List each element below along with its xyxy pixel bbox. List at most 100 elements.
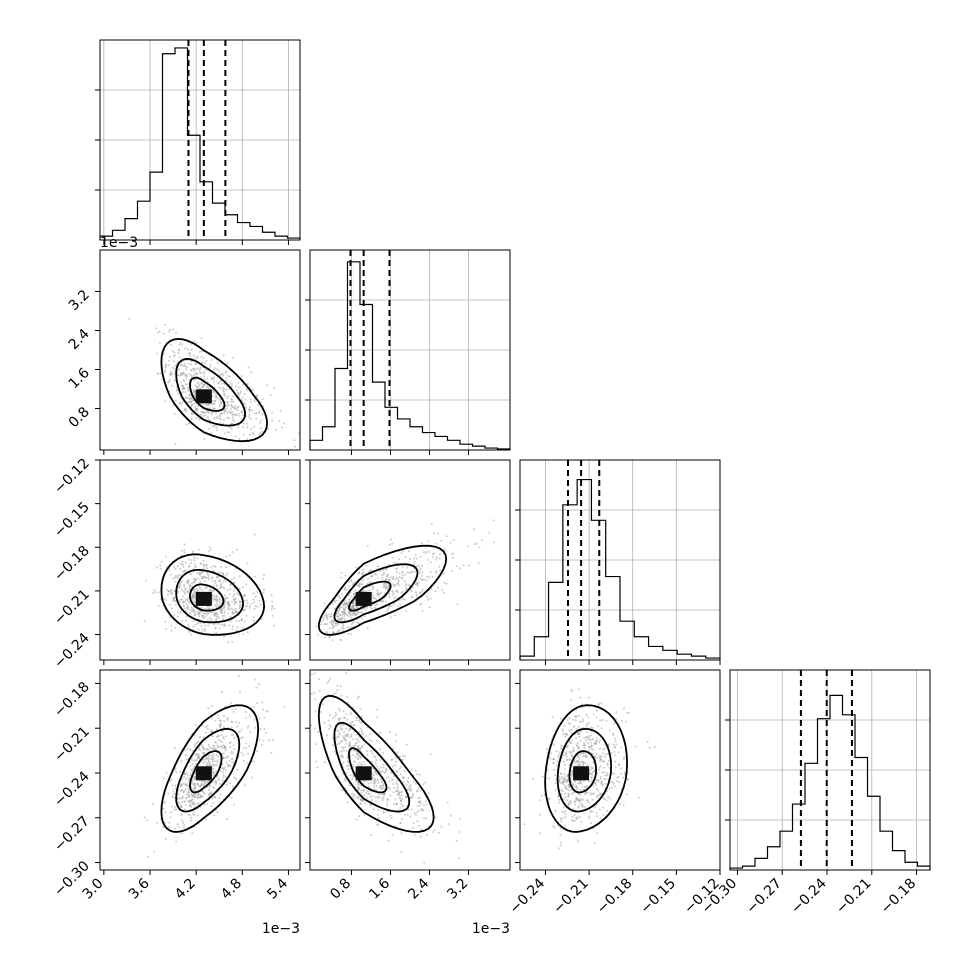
sample-point (221, 608, 224, 611)
sample-point (341, 617, 344, 620)
sample-point (417, 581, 420, 584)
sample-point (193, 789, 195, 792)
sample-point (587, 779, 590, 782)
sample-point (194, 623, 197, 626)
sample-point (176, 823, 179, 826)
sample-point (172, 328, 175, 331)
sample-point (614, 740, 617, 743)
sample-point (181, 560, 184, 563)
sample-point (477, 562, 480, 565)
sample-point (327, 680, 330, 683)
sample-point (203, 751, 206, 754)
sample-point (151, 592, 154, 595)
sample-point (422, 804, 425, 807)
sample-point (428, 551, 431, 553)
sample-point (337, 775, 339, 778)
sample-point (595, 784, 598, 787)
sample-point (350, 605, 353, 608)
sample-point (183, 551, 186, 554)
sample-point (584, 755, 587, 757)
sample-point (577, 799, 580, 802)
x-tick-label: 3.6 (126, 875, 153, 902)
sample-point (215, 603, 218, 606)
sample-point (183, 823, 186, 826)
sample-point (432, 831, 435, 833)
sample-point (409, 558, 412, 561)
sample-point (184, 749, 187, 752)
sample-point (179, 402, 182, 405)
sample-point (167, 593, 170, 596)
sample-point (183, 543, 186, 546)
sample-point (266, 710, 269, 713)
sample-point (242, 433, 245, 436)
sample-point (266, 384, 269, 387)
sample-point (211, 781, 214, 784)
sample-point (438, 831, 441, 834)
sample-point (562, 754, 565, 757)
sample-point (587, 735, 590, 738)
sample-point (576, 787, 579, 790)
sample-point (340, 571, 343, 574)
sample-point (591, 761, 594, 764)
sample-point (177, 349, 180, 352)
sample-point (169, 779, 172, 782)
sample-point (185, 777, 188, 780)
sample-point (374, 781, 377, 784)
histogram-bars (519, 478, 721, 660)
sample-point (395, 760, 398, 763)
sample-point (371, 588, 374, 591)
sample-point (249, 401, 252, 404)
sample-point (184, 569, 187, 572)
sample-point (229, 554, 231, 557)
sample-point (206, 377, 208, 380)
sample-point (353, 744, 356, 747)
sample-point (388, 596, 391, 599)
sample-point (211, 611, 214, 613)
sample-point (382, 599, 385, 602)
sample-point (419, 603, 422, 606)
sample-point (229, 583, 232, 586)
sample-point (207, 758, 210, 761)
sample-point (581, 785, 584, 788)
sample-point (422, 551, 425, 554)
sample-point (569, 801, 572, 804)
sample-point (206, 613, 208, 616)
sample-point (234, 721, 237, 724)
sample-point (234, 435, 237, 438)
sample-point (227, 404, 230, 407)
sample-point (200, 625, 203, 628)
sample-point (191, 593, 194, 595)
sample-point (273, 607, 276, 610)
sample-point (561, 810, 564, 813)
sample-point (185, 602, 188, 605)
sample-point (378, 817, 381, 820)
sample-point (244, 399, 247, 401)
sample-point (216, 744, 219, 747)
sample-point (337, 717, 340, 720)
density-contour (348, 747, 388, 794)
sample-point (226, 572, 229, 575)
sample-point (452, 539, 455, 542)
sample-point (220, 586, 223, 589)
sample-point (243, 393, 246, 395)
sample-point (361, 745, 364, 748)
sample-point (207, 795, 210, 797)
sample-point (563, 806, 565, 809)
sample-point (249, 386, 252, 389)
sample-point (588, 772, 591, 775)
sample-point (180, 801, 183, 804)
sample-point (241, 736, 244, 739)
sample-point (523, 823, 526, 826)
sample-point (186, 747, 189, 750)
sample-point (262, 708, 265, 711)
sample-point (207, 748, 210, 751)
sample-point (421, 574, 424, 577)
sample-point (194, 803, 197, 806)
sample-point (231, 785, 234, 788)
sample-point (335, 624, 337, 627)
sample-point (213, 814, 215, 817)
sample-point (336, 684, 339, 687)
sample-point (357, 755, 360, 758)
sample-point (245, 614, 248, 617)
sample-point (365, 735, 368, 737)
